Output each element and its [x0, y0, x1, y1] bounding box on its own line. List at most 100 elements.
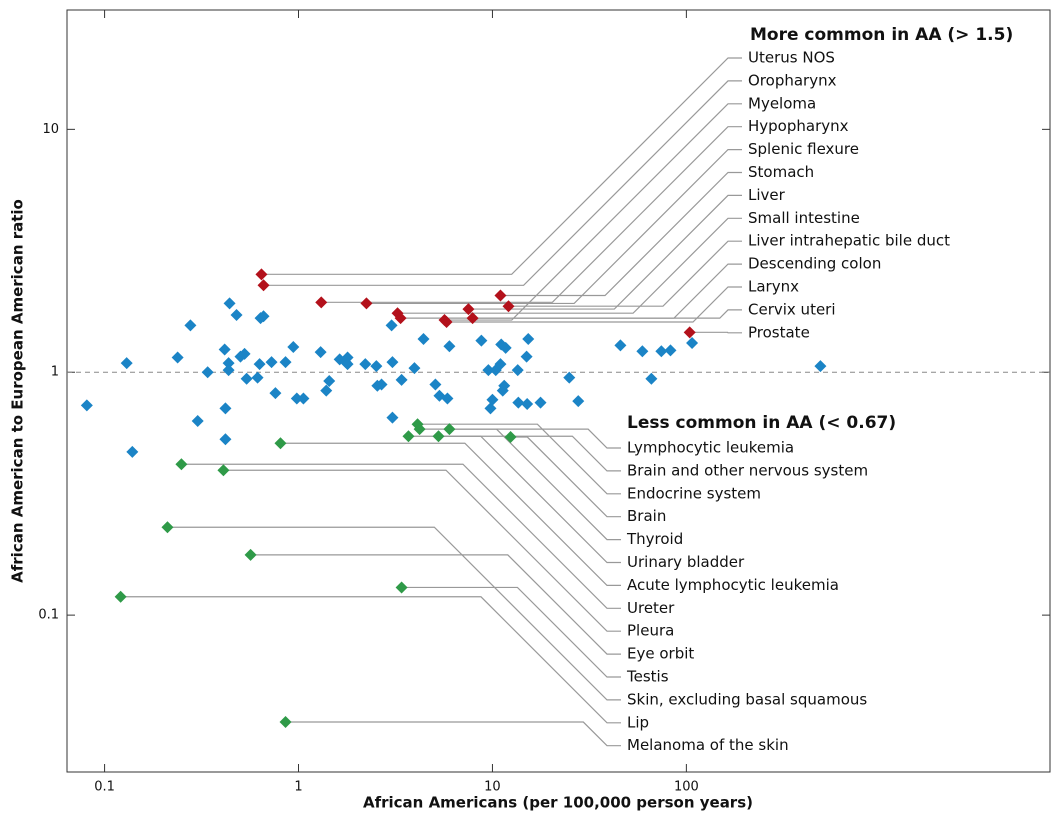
data-point — [114, 590, 127, 603]
data-point — [222, 364, 235, 377]
leader-line — [508, 240, 742, 307]
leader-line — [167, 526, 621, 701]
data-point — [572, 395, 585, 408]
leader-line — [401, 586, 621, 678]
leader-line — [417, 423, 621, 495]
data-point — [175, 458, 188, 471]
data-point — [402, 430, 415, 443]
x-axis-title: African Americans (per 100,000 person ye… — [363, 794, 753, 812]
point-label: Eye orbit — [627, 645, 694, 663]
data-point — [429, 378, 442, 391]
x-tick-label: 10 — [484, 780, 501, 795]
data-point — [269, 387, 282, 400]
point-label: Prostate — [748, 323, 810, 341]
leader-line — [510, 436, 621, 518]
data-point — [440, 315, 453, 328]
data-point — [80, 399, 93, 412]
data-point — [499, 341, 512, 354]
data-point — [655, 345, 668, 358]
data-point — [443, 423, 456, 436]
point-label: Thyroid — [626, 530, 683, 548]
data-point — [341, 358, 354, 371]
data-point — [217, 464, 230, 477]
data-point — [386, 411, 399, 424]
point-label: Skin, excluding basal squamous — [627, 690, 867, 708]
data-point — [341, 351, 354, 364]
data-point — [255, 268, 268, 281]
leader-line — [250, 554, 621, 655]
data-point — [502, 300, 515, 313]
data-point — [219, 433, 232, 446]
data-point — [320, 384, 333, 397]
leader-line — [366, 149, 742, 305]
data-point — [386, 356, 399, 369]
data-point — [563, 371, 576, 384]
point-label: Ureter — [627, 599, 675, 617]
leader-line — [408, 435, 621, 564]
data-point — [184, 319, 197, 332]
y-axis-title: African American to European American ra… — [9, 199, 27, 583]
data-point — [664, 344, 677, 357]
point-label: Splenic flexure — [748, 140, 859, 158]
point-label: Pleura — [627, 622, 674, 640]
data-point — [645, 372, 658, 385]
point-label: Lip — [627, 713, 649, 731]
data-point — [222, 357, 235, 370]
point-label: Cervix uteri — [748, 300, 836, 318]
data-point — [417, 333, 430, 346]
data-point — [238, 347, 251, 360]
data-point — [191, 414, 204, 427]
data-point — [511, 364, 524, 377]
data-point — [683, 326, 696, 339]
point-label: Larynx — [748, 278, 799, 296]
point-label: Endocrine system — [627, 484, 761, 502]
leader-line — [263, 80, 742, 286]
data-point — [522, 333, 535, 346]
data-point — [120, 357, 133, 370]
data-point — [814, 360, 827, 373]
data-point — [219, 402, 232, 415]
data-point — [244, 548, 257, 561]
data-point — [287, 341, 300, 354]
point-label: Myeloma — [748, 94, 816, 112]
data-point — [466, 312, 479, 325]
data-point — [297, 392, 310, 405]
data-point — [279, 716, 292, 729]
data-point — [534, 396, 547, 409]
data-point — [126, 445, 139, 458]
y-tick-label: 0.1 — [38, 608, 59, 623]
data-point — [223, 297, 236, 310]
data-point — [482, 364, 495, 377]
leader-line — [419, 428, 621, 541]
data-point — [413, 423, 426, 436]
point-label: Urinary bladder — [627, 553, 745, 571]
group-heading: More common in AA (> 1.5) — [750, 25, 1013, 45]
data-point — [240, 372, 253, 385]
point-label: Acute lymphocytic leukemia — [627, 576, 839, 594]
leader-line — [321, 126, 742, 303]
leader-line — [120, 596, 621, 724]
point-label: Small intestine — [748, 209, 860, 227]
data-point — [257, 279, 270, 292]
data-point — [370, 360, 383, 373]
point-label: Liver intrahepatic bile duct — [748, 232, 950, 250]
data-point — [230, 309, 243, 322]
leader-line — [438, 435, 621, 472]
data-point — [462, 303, 475, 316]
data-point — [504, 431, 517, 444]
point-label: Uterus NOS — [748, 49, 835, 67]
leader-line — [181, 463, 621, 609]
leader-line — [449, 428, 621, 449]
leader-line — [261, 57, 742, 275]
leader-line — [468, 194, 742, 310]
point-label: Liver — [748, 186, 786, 204]
data-point — [432, 430, 445, 443]
data-point — [394, 312, 407, 325]
y-tick-label: 1 — [51, 365, 59, 380]
data-point — [443, 340, 456, 353]
data-point — [441, 392, 454, 405]
data-point — [498, 379, 511, 392]
data-point — [520, 350, 533, 363]
data-point — [218, 343, 231, 356]
